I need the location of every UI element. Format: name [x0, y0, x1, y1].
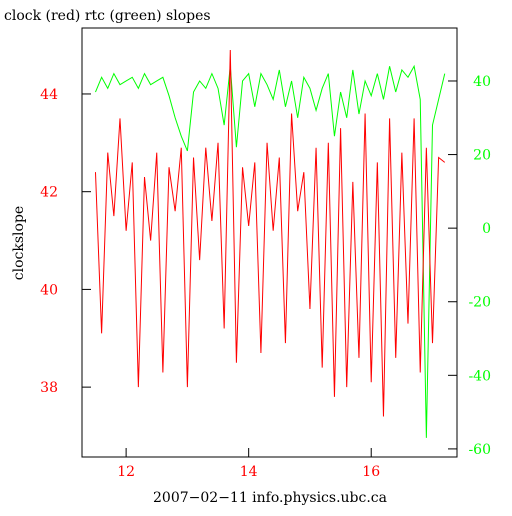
x-tick-label: 12: [117, 464, 135, 480]
y-tick-label: 38: [40, 380, 58, 396]
x-axis-label: 2007−02−11 info.physics.ubc.ca: [153, 490, 387, 506]
x-tick-label: 16: [362, 464, 380, 480]
x-tick-label: 14: [240, 464, 258, 480]
y-tick-label: 44: [40, 87, 58, 103]
y2-tick-label: -60: [468, 442, 491, 458]
y2-tick-label: 20: [473, 148, 491, 164]
series-line: [94, 49, 446, 417]
plot-frame: [81, 27, 458, 458]
y2-tick-label: 40: [473, 74, 491, 90]
chart-title: clock (red) rtc (green) slopes: [4, 8, 211, 24]
y2-tick-label: -20: [468, 295, 491, 311]
y2-tick-label: 0: [482, 221, 491, 237]
y2-tick-label: -40: [468, 368, 491, 384]
y-axis-label: clockslope: [11, 206, 27, 280]
series-line: [95, 64, 446, 438]
y-tick-label: 40: [40, 282, 58, 298]
y-tick-label: 42: [40, 185, 58, 201]
